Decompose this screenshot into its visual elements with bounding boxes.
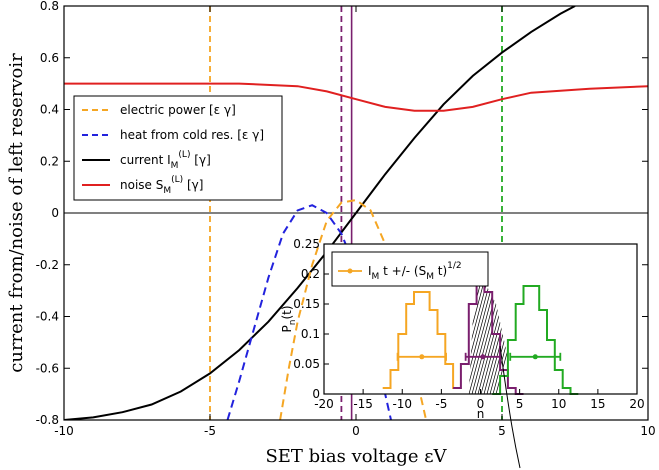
x-tick-label-0: -10 (54, 424, 74, 438)
inset-x-tick-label-7: 15 (590, 397, 605, 411)
series-line-3 (226, 204, 392, 420)
legend-entry-2: current IM(L) [γ] (120, 150, 211, 171)
main-plot: -0.8-0.6-0.4-0.200.20.40.60.8-10 -5 0 5 10el… (36, 0, 656, 438)
inset-y-tick-label-4: 0.2 (301, 267, 320, 281)
x-tick-label-1: -5 (204, 424, 216, 438)
y-tick-label-8: 0.8 (40, 0, 59, 13)
inset-x-tick-label-6: 10 (551, 397, 566, 411)
y-tick-label-3: -0.2 (36, 258, 59, 272)
errorbar-point-2 (532, 354, 538, 360)
legend-box (73, 95, 283, 201)
inset-y-tick-label-1: 0.05 (293, 357, 320, 371)
inset-legend-marker (347, 268, 353, 274)
errorbar-point-0 (419, 354, 425, 360)
x-tick-label-2: 0 (352, 424, 360, 438)
inset-plot: 00.050.10.150.20.25-20 -15 -10 -5 0 5 10 15 20Pn… (280, 237, 645, 469)
inset-y-tick-label-3: 0.15 (293, 297, 320, 311)
inset-x-tick-label-3: -5 (435, 397, 447, 411)
y-tick-label-7: 0.6 (40, 51, 59, 65)
x-tick-label-3: 5 (498, 424, 506, 438)
legend-entry-1: heat from cold res. [ε γ] (120, 128, 264, 142)
y-tick-label-0: -0.8 (36, 413, 59, 427)
y-tick-label-6: 0.4 (40, 103, 59, 117)
histogram-0 (382, 291, 461, 389)
series-line-1 (64, 82, 648, 112)
inset-y-axis-label: Pn(t) (280, 305, 298, 332)
inset-legend-entry: IM t +/- (SM t)1/2 (368, 261, 462, 282)
histogram-2 (492, 285, 579, 395)
inset-x-tick-label-2: -10 (392, 397, 412, 411)
y-tick-label-1: -0.6 (36, 361, 59, 375)
inset-legend-box (331, 251, 489, 287)
inset-y-tick-label-2: 0.1 (301, 327, 320, 341)
inset-x-axis-label: n (477, 407, 485, 421)
y-axis-label: current from/noise of left reservoir (6, 53, 27, 373)
x-axis-label: SET bias voltage εV (265, 446, 447, 467)
inset-x-tick-label-5: 5 (516, 397, 524, 411)
x-tick-label-4: 10 (640, 424, 655, 438)
inset-x-tick-label-8: 20 (629, 397, 644, 411)
inset-y-tick-label-0: 0 (312, 387, 320, 401)
inset-x-tick-label-4: 0 (477, 397, 485, 411)
y-tick-label-5: 0.2 (40, 154, 59, 168)
inset-x-tick-label-0: -20 (314, 397, 334, 411)
y-tick-label-2: -0.4 (36, 310, 59, 324)
inset-x-tick-label-1: -15 (353, 397, 373, 411)
inset-y-tick-label-5: 0.25 (293, 237, 320, 251)
legend-entry-3: noise SM(L) [γ] (120, 175, 203, 196)
y-tick-label-4: 0 (51, 206, 59, 220)
errorbar-point-1 (480, 354, 486, 360)
histogram-1 (453, 273, 524, 395)
annotation-pointer (499, 345, 521, 469)
legend-entry-0: electric power [ε γ] (120, 103, 236, 117)
